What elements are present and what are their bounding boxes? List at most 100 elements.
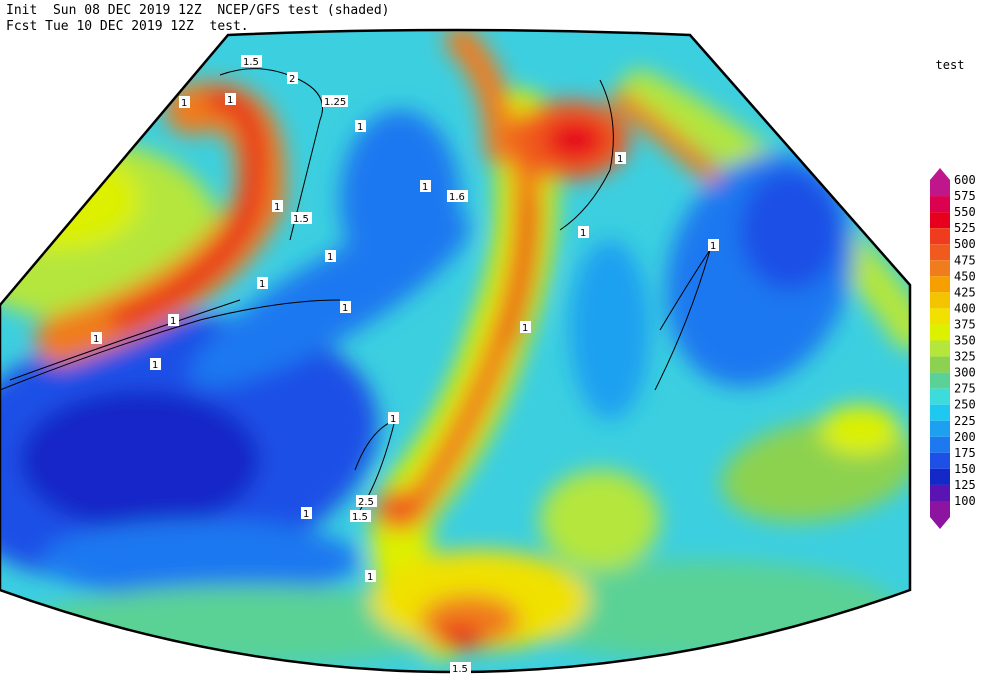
contour-label-box	[365, 570, 376, 582]
contour-label: 1	[274, 202, 280, 213]
field-shade	[545, 120, 605, 160]
contour-label-box	[287, 72, 298, 84]
contour-label-box	[520, 321, 531, 333]
contour-label: 1	[181, 98, 187, 109]
legend-swatch	[930, 180, 950, 197]
contour-label-box	[388, 412, 399, 424]
legend-swatch	[930, 308, 950, 325]
legend-swatch	[930, 212, 950, 229]
legend-swatch	[930, 276, 950, 293]
contour-label-box	[301, 507, 312, 519]
legend-swatch	[930, 260, 950, 277]
contour-label-box	[257, 277, 268, 289]
contour-label: 1.5	[243, 57, 259, 68]
legend-label: 600	[954, 173, 976, 187]
map-border	[0, 28, 912, 674]
contour-label: 1.25	[324, 97, 346, 108]
contour-label-box	[272, 200, 283, 212]
contour-label: 1.5	[352, 512, 368, 523]
legend-swatch	[930, 388, 950, 405]
contour-label: 1	[710, 241, 716, 252]
legend-label: 150	[954, 462, 976, 476]
field-shade	[20, 390, 260, 530]
header-init: Init Sun 08 DEC 2019 12Z NCEP/GFS test (…	[6, 3, 390, 18]
contour-label-box	[578, 226, 589, 238]
contour-label-box	[615, 152, 626, 164]
legend-label: 250	[954, 398, 976, 412]
contour-label: 1	[422, 182, 428, 193]
field-shade	[570, 240, 650, 420]
contour-label: 1.6	[449, 192, 465, 203]
contour-label-box	[420, 180, 431, 192]
legend-swatch	[930, 468, 950, 485]
legend-swatch	[930, 228, 950, 245]
contour-line	[0, 299, 341, 391]
contour-label-box	[322, 95, 348, 107]
contour-line	[654, 249, 711, 391]
contour-label-box	[291, 212, 312, 224]
contour-line	[9, 299, 241, 381]
legend-label: 275	[954, 382, 976, 396]
legend-label: 300	[954, 366, 976, 380]
field-band	[445, 30, 515, 165]
legend-label: 100	[954, 494, 976, 508]
field-shade	[40, 520, 360, 600]
legend-swatch	[930, 340, 950, 357]
contour-label: 1	[580, 228, 586, 239]
contour-label: 1.5	[293, 214, 309, 225]
legend-swatch	[930, 292, 950, 309]
header-fcst: Fcst Tue 10 DEC 2019 12Z test.	[6, 19, 249, 34]
field-shade	[820, 405, 900, 455]
legend-label: 325	[954, 350, 976, 364]
legend-arrow-bottom	[930, 517, 950, 530]
legend-swatch	[930, 420, 950, 437]
contour-label: 1	[227, 95, 233, 106]
contour-label: 1	[93, 334, 99, 345]
legend-swatch	[930, 244, 950, 261]
legend-label: 550	[954, 205, 976, 219]
contour-label: 1	[152, 360, 158, 371]
legend-swatch	[930, 436, 950, 453]
legend-swatch	[930, 404, 950, 421]
field-band	[505, 195, 536, 345]
contour-label-box	[179, 96, 190, 108]
legend-label: 450	[954, 269, 976, 283]
contour-label-box	[355, 120, 366, 132]
contour-label-box	[225, 93, 236, 105]
legend-swatch	[930, 484, 950, 501]
contour-label-box	[350, 510, 371, 522]
contour-label-box	[150, 358, 161, 370]
contour-label: 2	[289, 74, 295, 85]
contour-label: 1	[170, 316, 176, 327]
contour-label: 1	[522, 323, 528, 334]
contour-label-box	[450, 662, 471, 674]
contour-label-box	[447, 190, 468, 202]
legend-swatch	[930, 324, 950, 341]
contour-label: 1	[357, 122, 363, 133]
legend-label: 125	[954, 478, 976, 492]
field-band	[406, 116, 542, 514]
field-shade	[435, 626, 485, 650]
field-shade	[740, 170, 840, 290]
legend-label: 475	[954, 253, 976, 267]
contour-label-box	[356, 495, 377, 507]
field-band	[111, 91, 265, 329]
contour-label-box	[708, 239, 719, 251]
contour-label: 1	[342, 303, 348, 314]
contour-label: 1	[327, 252, 333, 263]
contour-label-box	[241, 55, 262, 67]
legend-label: 225	[954, 414, 976, 428]
contour-line	[219, 68, 323, 241]
field-shade	[375, 490, 425, 530]
contour-label: 1	[367, 572, 373, 583]
contour-label: 1	[303, 509, 309, 520]
legend-title: test	[936, 58, 965, 72]
legend-swatch	[930, 356, 950, 373]
legend-swatch	[930, 452, 950, 469]
field-shade	[540, 470, 660, 570]
contour-label: 2.5	[358, 497, 374, 508]
legend-label: 200	[954, 430, 976, 444]
